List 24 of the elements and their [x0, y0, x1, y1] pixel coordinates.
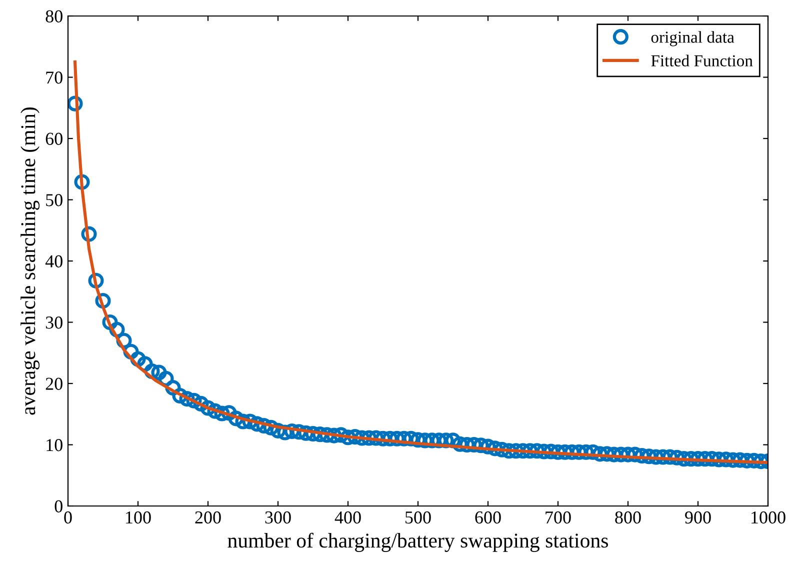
- y-tick-label: 50: [46, 194, 62, 206]
- x-tick-label: 900: [685, 511, 711, 524]
- y-axis-title: average vehicle searching time (min): [20, 107, 40, 415]
- y-tick-label: 40: [45, 255, 62, 268]
- legend-label: Fitted Function: [651, 54, 753, 66]
- x-tick-label: 600: [475, 511, 501, 524]
- x-tick-label: 500: [406, 511, 431, 524]
- x-tick-label: 200: [195, 511, 221, 524]
- y-tick-label: 0: [54, 500, 62, 512]
- x-tick-label: 300: [265, 511, 291, 524]
- legend-label: original data: [651, 31, 734, 46]
- y-tick-label: 80: [46, 10, 62, 22]
- y-tick-label: 30: [46, 316, 62, 329]
- y-tick-label: 60: [46, 132, 62, 145]
- y-tick-label: 20: [46, 378, 62, 390]
- x-tick-label: 1000: [752, 511, 786, 524]
- y-tick-label: 70: [46, 72, 62, 84]
- x-tick-label: 400: [334, 511, 361, 524]
- x-tick-label: 800: [615, 511, 641, 524]
- x-tick-label: 100: [126, 511, 151, 524]
- x-tick-label: 0: [64, 511, 72, 524]
- y-tick-label: 10: [46, 439, 62, 452]
- x-axis-title: number of charging/battery swapping stations: [228, 532, 608, 552]
- x-tick-label: 700: [546, 511, 571, 524]
